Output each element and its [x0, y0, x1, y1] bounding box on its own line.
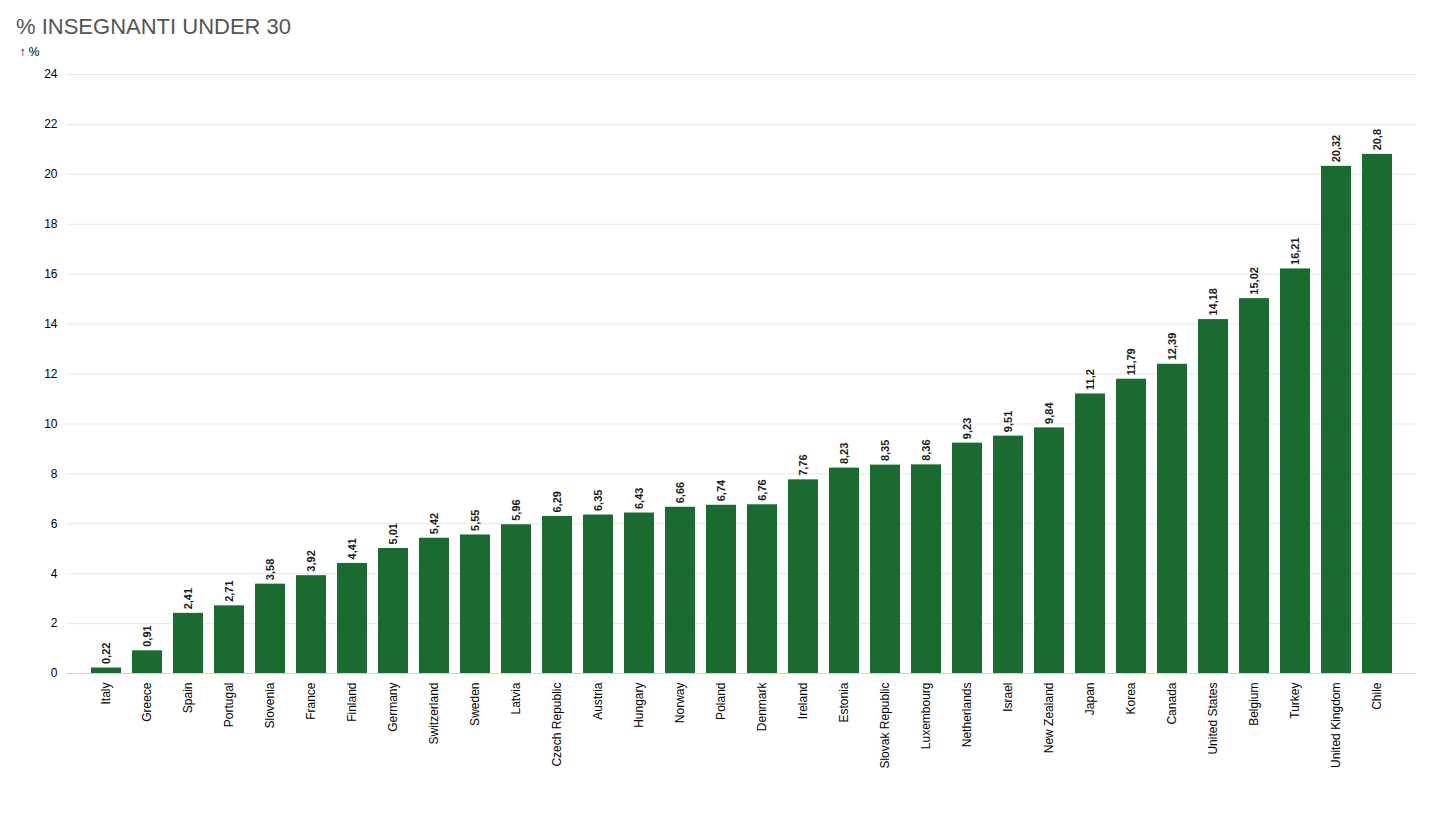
svg-text:6,76: 6,76 — [756, 479, 768, 500]
svg-text:8,36: 8,36 — [920, 439, 932, 460]
svg-text:Switzerland: Switzerland — [427, 683, 441, 745]
svg-text:2,71: 2,71 — [223, 580, 235, 601]
svg-text:9,84: 9,84 — [1043, 402, 1055, 424]
svg-text:Latvia: Latvia — [509, 682, 523, 714]
svg-text:2,41: 2,41 — [182, 588, 194, 609]
svg-text:Greece: Greece — [140, 682, 154, 722]
svg-text:Korea: Korea — [1124, 682, 1138, 714]
svg-text:6,66: 6,66 — [674, 482, 686, 503]
svg-text:16,21: 16,21 — [1289, 237, 1301, 265]
svg-text:Portugal: Portugal — [222, 683, 236, 728]
svg-text:15,02: 15,02 — [1248, 267, 1260, 295]
svg-text:7,76: 7,76 — [797, 454, 809, 475]
svg-text:0,22: 0,22 — [100, 643, 112, 664]
svg-text:6,43: 6,43 — [633, 488, 645, 509]
svg-text:United Kingdom: United Kingdom — [1329, 683, 1343, 768]
svg-text:11,79: 11,79 — [1125, 348, 1137, 375]
svg-text:20,32: 20,32 — [1330, 135, 1342, 163]
svg-text:24: 24 — [44, 67, 58, 81]
svg-text:Germany: Germany — [386, 683, 400, 732]
svg-text:Spain: Spain — [181, 683, 195, 714]
svg-text:14,18: 14,18 — [1207, 288, 1219, 316]
svg-text:6: 6 — [51, 517, 58, 531]
svg-text:6,74: 6,74 — [715, 479, 727, 501]
svg-text:Finland: Finland — [345, 683, 359, 722]
svg-text:Belgium: Belgium — [1247, 683, 1261, 726]
svg-text:9,23: 9,23 — [961, 418, 973, 439]
svg-text:Luxembourg: Luxembourg — [919, 683, 933, 750]
svg-text:Norway: Norway — [673, 683, 687, 724]
svg-text:12,39: 12,39 — [1166, 333, 1178, 361]
svg-text:5,55: 5,55 — [469, 510, 481, 531]
svg-text:10: 10 — [44, 417, 58, 431]
svg-text:United States: United States — [1206, 683, 1220, 755]
svg-text:Denmark: Denmark — [755, 682, 769, 732]
svg-text:Slovenia: Slovenia — [263, 682, 277, 728]
svg-text:3,58: 3,58 — [264, 559, 276, 580]
svg-text:16: 16 — [44, 267, 58, 281]
svg-text:9,51: 9,51 — [1002, 411, 1014, 432]
svg-text:Netherlands: Netherlands — [960, 683, 974, 748]
svg-text:Poland: Poland — [714, 683, 728, 720]
svg-text:8,23: 8,23 — [838, 443, 850, 464]
svg-text:Ireland: Ireland — [796, 683, 810, 720]
svg-text:Israel: Israel — [1001, 683, 1015, 712]
svg-text:11,2: 11,2 — [1084, 369, 1096, 390]
svg-text:4,41: 4,41 — [346, 538, 358, 559]
svg-text:12: 12 — [44, 367, 58, 381]
svg-text:5,01: 5,01 — [387, 523, 399, 544]
svg-text:Turkey: Turkey — [1288, 683, 1302, 719]
svg-text:0: 0 — [51, 666, 58, 680]
svg-text:6,29: 6,29 — [551, 491, 563, 512]
svg-text:20,8: 20,8 — [1371, 129, 1383, 150]
svg-text:14: 14 — [44, 317, 58, 331]
svg-text:6,35: 6,35 — [592, 490, 604, 511]
svg-text:4: 4 — [51, 567, 58, 581]
svg-text:0,91: 0,91 — [141, 625, 153, 646]
svg-text:8: 8 — [51, 467, 58, 481]
svg-text:5,96: 5,96 — [510, 499, 522, 520]
html-text:% INSEGNANTI UNDER 30: % INSEGNANTI UNDER 30 — [16, 14, 292, 39]
svg-text:Italy: Italy — [99, 683, 113, 705]
svg-text:Austria: Austria — [591, 682, 605, 720]
svg-text:Slovak Republic: Slovak Republic — [878, 683, 892, 769]
svg-text:New Zealand: New Zealand — [1042, 683, 1056, 754]
svg-text:18: 18 — [44, 217, 58, 231]
svg-text:5,42: 5,42 — [428, 513, 440, 534]
svg-text:20: 20 — [44, 167, 58, 181]
svg-text:Japan: Japan — [1083, 683, 1097, 716]
svg-text:Czech Republic: Czech Republic — [550, 683, 564, 767]
svg-text:↑ %: ↑ % — [20, 45, 40, 59]
svg-text:France: France — [304, 682, 318, 720]
svg-text:3,92: 3,92 — [305, 550, 317, 571]
svg-text:8,35: 8,35 — [879, 440, 891, 461]
svg-text:Hungary: Hungary — [632, 683, 646, 728]
svg-text:Sweden: Sweden — [468, 683, 482, 726]
svg-text:2: 2 — [51, 616, 58, 630]
svg-text:Canada: Canada — [1165, 682, 1179, 724]
svg-text:Chile: Chile — [1370, 682, 1384, 710]
svg-text:22: 22 — [44, 117, 58, 131]
svg-text:Estonia: Estonia — [837, 682, 851, 722]
